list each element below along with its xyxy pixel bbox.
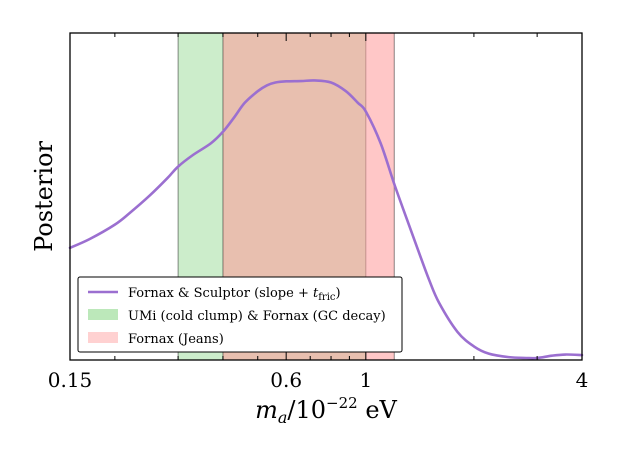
series-lines bbox=[68, 79, 584, 360]
legend-label-umi-fornax: UMi (cold clump) & Fornax (GC decay) bbox=[128, 309, 386, 324]
legend-swatch-pink bbox=[88, 332, 118, 343]
legend: Fornax & Sculptor (slope + tfric) UMi (c… bbox=[77, 276, 403, 353]
x-axis-label: ma/10−22 eV bbox=[255, 394, 397, 427]
x-tick-label-2: 1 bbox=[359, 368, 372, 392]
y-axis-label: Posterior bbox=[30, 141, 58, 252]
series-line-0 bbox=[68, 79, 584, 360]
x-tick-label-1: 0.6 bbox=[270, 368, 302, 392]
plot-frame bbox=[69, 32, 583, 361]
x-tick-labels: 0.15 0.6 1 4 bbox=[48, 368, 589, 392]
legend-label-fornax-sculptor: Fornax & Sculptor (slope + tfric) bbox=[128, 286, 341, 303]
legend-label-fornax-jeans: Fornax (Jeans) bbox=[128, 332, 224, 347]
x-axis-label-exponent: −22 bbox=[326, 394, 358, 412]
legend-swatch-green bbox=[88, 309, 118, 320]
axis-ticks bbox=[69, 33, 583, 360]
legend-box bbox=[77, 276, 403, 353]
x-tick-label-3: 4 bbox=[576, 368, 589, 392]
x-axis-label-subscript: a bbox=[278, 408, 288, 427]
x-tick-label-0: 0.15 bbox=[48, 368, 93, 392]
